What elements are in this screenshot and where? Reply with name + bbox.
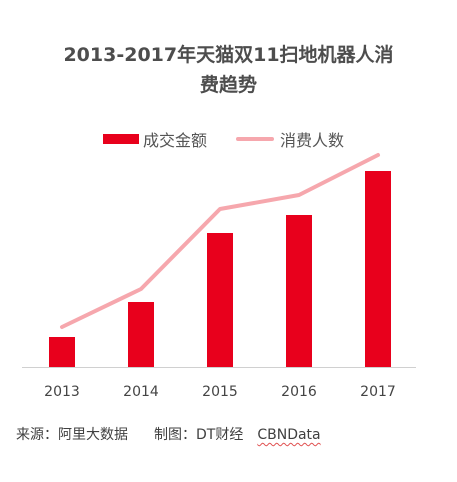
bar-2015 (207, 233, 233, 367)
legend-line-swatch (236, 137, 274, 141)
bar-2013 (49, 337, 75, 367)
chart-title: 2013-2017年天猫双11扫地机器人消 费趋势 (0, 40, 457, 100)
legend-item-bar: 成交金额 (103, 128, 207, 150)
legend-bar-label: 成交金额 (143, 131, 208, 150)
x-tick-label-2015: 2015 (202, 384, 238, 400)
legend-item-line: 消费人数 (236, 128, 344, 150)
x-tick-label-2016: 2016 (281, 384, 317, 400)
bar-2017 (365, 171, 391, 367)
chart-title-line-2: 费趋势 (199, 74, 257, 96)
bar-2016 (286, 215, 312, 367)
chart-footer: 来源：阿里大数据 制图：DT财经 CBNData (16, 424, 321, 444)
x-tick-label-2014: 2014 (123, 384, 159, 400)
chart-title-line-1: 2013-2017年天猫双11扫地机器人消 (63, 44, 394, 66)
source-text: 来源：阿里大数据 (16, 427, 128, 443)
bar-2014 (128, 302, 154, 367)
legend-line-label: 消费人数 (280, 131, 345, 150)
x-tick-label-2013: 2013 (44, 384, 80, 400)
brand-text: CBNData (257, 427, 321, 443)
chart-legend: 成交金额 消费人数 (0, 128, 457, 150)
legend-bar-swatch (103, 134, 139, 144)
maker-text: 制图：DT财经 (154, 427, 244, 443)
x-tick-label-2017: 2017 (360, 384, 396, 400)
